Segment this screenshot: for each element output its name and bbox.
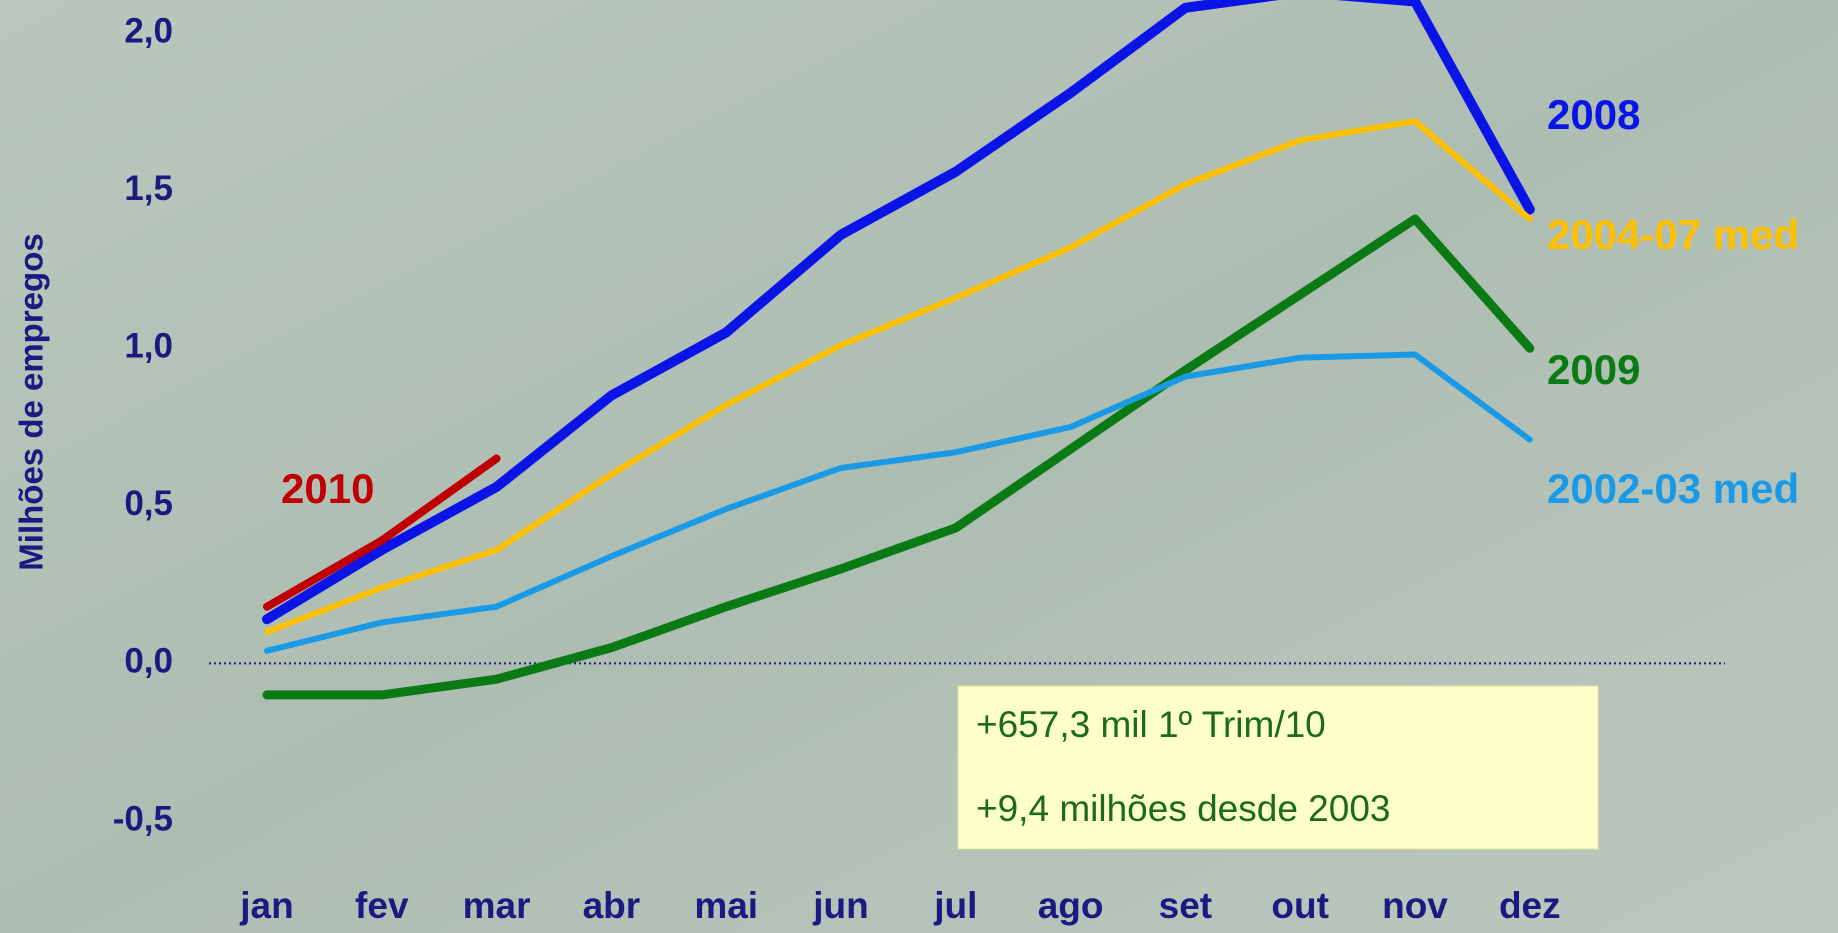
x-tick-label: jul bbox=[933, 885, 977, 926]
series-label: 2010 bbox=[281, 465, 374, 512]
x-tick-label: fev bbox=[355, 885, 409, 926]
x-tick-label: dez bbox=[1499, 885, 1561, 926]
x-tick-label: set bbox=[1159, 885, 1212, 926]
series-label: 2008 bbox=[1547, 91, 1640, 138]
x-tick-label: mai bbox=[694, 885, 758, 926]
x-tick-label: mar bbox=[463, 885, 531, 926]
x-tick-label: out bbox=[1271, 885, 1329, 926]
x-tick-label: jun bbox=[812, 885, 868, 926]
y-tick-label: 2,0 bbox=[124, 11, 173, 50]
x-tick-label: ago bbox=[1038, 885, 1104, 926]
series-label: 2002-03 med bbox=[1547, 465, 1799, 512]
annotation: +9,4 milhões desde 2003 bbox=[976, 788, 1391, 829]
y-tick-label: 1,5 bbox=[124, 169, 173, 208]
series-label: 2004-07 med bbox=[1547, 211, 1799, 258]
x-tick-label: abr bbox=[583, 885, 641, 926]
y-tick-label: 0,5 bbox=[124, 484, 173, 523]
y-axis-label: Milhões de empregos bbox=[13, 233, 50, 570]
chart: Milhões de empregos +657,3 mil 1º Trim/1… bbox=[0, 0, 1838, 933]
y-tick-label: 1,0 bbox=[124, 326, 173, 365]
annotation: +657,3 mil 1º Trim/10 bbox=[976, 704, 1326, 745]
series-label: 2009 bbox=[1547, 346, 1640, 393]
x-tick-label: jan bbox=[239, 885, 293, 926]
y-tick-label: 0,0 bbox=[124, 642, 173, 681]
y-tick-label: -0,5 bbox=[113, 799, 173, 838]
x-tick-label: nov bbox=[1382, 885, 1448, 926]
